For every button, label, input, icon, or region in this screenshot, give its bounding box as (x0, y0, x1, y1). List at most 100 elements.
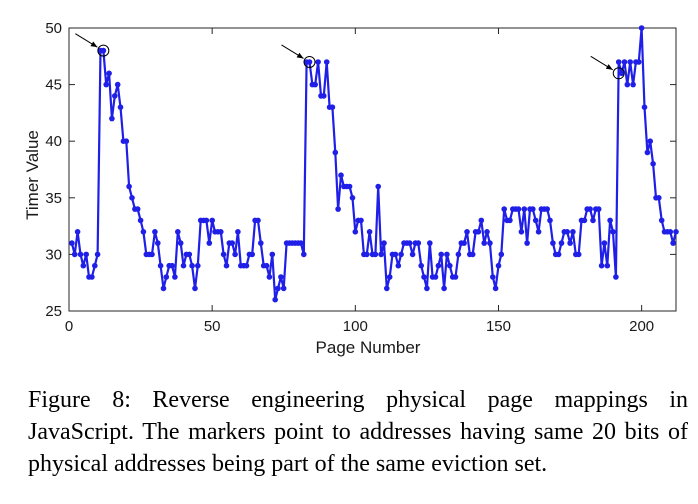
data-point (180, 262, 187, 269)
data-point (452, 274, 459, 280)
data-point (83, 251, 89, 258)
data-point (658, 217, 665, 224)
data-point (378, 251, 384, 258)
figure-caption: Figure 8: Reverse engineering physical p… (28, 387, 688, 477)
data-point (306, 59, 313, 65)
data-point (581, 217, 588, 224)
data-point (507, 217, 513, 224)
data-point (209, 217, 215, 224)
data-point (601, 240, 608, 246)
data-point (610, 229, 616, 235)
data-point (280, 285, 287, 292)
data-point (461, 240, 467, 246)
data-point (149, 251, 155, 258)
data-point (243, 262, 250, 269)
data-point (137, 217, 144, 224)
annotation-circle (612, 67, 625, 80)
data-point (521, 206, 528, 212)
data-point (673, 229, 679, 235)
data-point (535, 229, 542, 235)
data-point (598, 262, 605, 269)
data-point (335, 206, 341, 212)
data-point (398, 251, 404, 258)
data-point (647, 138, 653, 144)
annotation-arrow-head (90, 41, 98, 48)
x-tick-label: 50 (204, 318, 221, 335)
data-point (163, 274, 170, 280)
data-point (235, 229, 241, 235)
data-point (263, 262, 270, 269)
data-point (421, 274, 427, 280)
data-point (315, 59, 321, 65)
data-point (435, 262, 442, 269)
data-point (544, 206, 550, 212)
data-point (475, 229, 482, 235)
data-point (564, 229, 570, 235)
data-point (615, 59, 622, 65)
data-point (117, 104, 124, 110)
annotation-arrow-head (296, 52, 304, 59)
data-point (530, 206, 536, 212)
data-point (129, 195, 135, 201)
annotations (75, 33, 625, 80)
data-point (74, 229, 81, 235)
data-point (94, 251, 101, 258)
data-point (338, 172, 344, 178)
x-tick-label: 100 (343, 318, 368, 335)
data-point (169, 262, 175, 269)
y-tick-label: 40 (45, 133, 62, 150)
data-point (406, 240, 413, 246)
data-point (375, 183, 382, 190)
data-point (495, 262, 502, 269)
data-point (613, 274, 619, 280)
data-point (641, 104, 648, 110)
data-point (71, 251, 78, 258)
data-point (604, 262, 611, 269)
data-point (524, 240, 530, 246)
data-point (114, 81, 121, 88)
data-point (424, 285, 430, 292)
y-tick-label: 50 (45, 20, 62, 37)
data-point (255, 217, 261, 224)
data-point (69, 240, 75, 246)
data-point (618, 70, 625, 77)
data-point (232, 251, 238, 258)
data-point (441, 285, 447, 292)
data-point (100, 47, 107, 54)
y-tick-label: 30 (45, 246, 62, 263)
x-tick-label: 0 (65, 318, 73, 335)
data-point (172, 274, 178, 280)
x-tick-label: 150 (486, 318, 511, 335)
data-point (346, 183, 353, 190)
data-point (266, 274, 273, 280)
data-point (547, 217, 553, 224)
data-point (590, 217, 596, 224)
data-point (498, 251, 505, 258)
data-point (395, 262, 402, 269)
data-point (177, 240, 184, 246)
data-point (352, 229, 359, 235)
data-point (301, 251, 307, 258)
data-point (223, 262, 230, 269)
data-point (220, 251, 227, 258)
annotation-arrow-head (605, 64, 613, 70)
data-point (587, 206, 593, 212)
data-point (532, 217, 539, 224)
data-point (272, 296, 279, 303)
data-point (621, 59, 628, 65)
data-point (80, 262, 87, 269)
data-point (321, 93, 327, 99)
data-point (490, 274, 496, 280)
data-point (77, 251, 84, 258)
data-point (112, 93, 118, 99)
data-point (636, 59, 642, 65)
data-point (492, 285, 499, 292)
data-point (312, 81, 319, 88)
data-point (384, 285, 390, 292)
data-point (358, 217, 364, 224)
data-point (575, 251, 582, 258)
data-point (501, 206, 508, 212)
x-tick-label: 200 (629, 318, 654, 335)
data-point (644, 149, 651, 156)
data-point (366, 229, 373, 235)
